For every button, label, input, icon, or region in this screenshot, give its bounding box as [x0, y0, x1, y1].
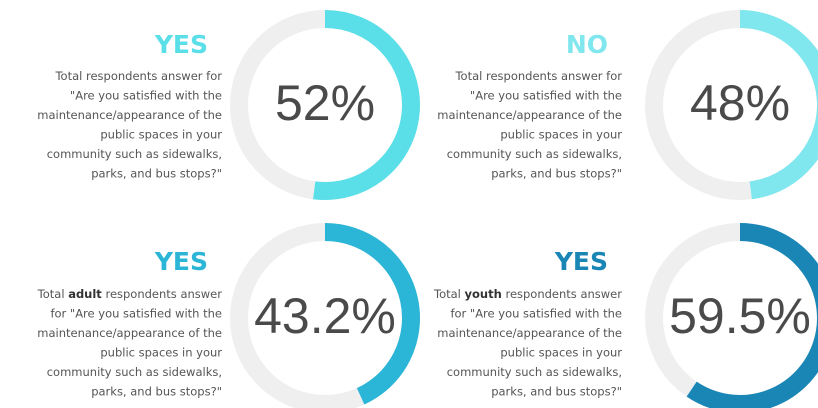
description-text: adult: [68, 287, 102, 301]
donut-panel: YES Total adult respondents answer for "Ar…: [37, 223, 420, 408]
description-line: community such as sidewalks,: [47, 147, 222, 161]
description-text: youth: [465, 287, 502, 301]
donut-panel: YES Total respondents answer for "Are you …: [37, 10, 420, 200]
description-text: Total respondents answer for: [54, 69, 222, 83]
donut-arc: [739, 10, 818, 200]
description-line: Total respondents answer for: [454, 69, 622, 83]
donut-panel: YES Total youth respondents answer for "Ar…: [433, 223, 818, 408]
description-line: Total adult respondents answer: [37, 287, 223, 301]
description-line: community such as sidewalks,: [447, 365, 622, 379]
description-line: parks, and bus stops?": [91, 166, 222, 180]
description-line: maintenance/appearance of the: [437, 108, 622, 122]
panel-title: YES: [154, 247, 208, 276]
description-line: maintenance/appearance of the: [37, 108, 222, 122]
description-text: Total respondents answer for: [454, 69, 622, 83]
description-text: Total: [37, 287, 69, 301]
description-line: for "Are you satisfied with the: [50, 306, 222, 320]
description-line: public spaces in your: [500, 127, 622, 141]
description-text: parks, and bus stops?": [491, 384, 622, 398]
description-line: parks, and bus stops?": [491, 166, 622, 180]
description-line: "Are you satisfied with the: [70, 88, 222, 102]
description-text: maintenance/appearance of the: [37, 326, 222, 340]
value-label: 52%: [275, 75, 375, 131]
description-line: "Are you satisfied with the: [470, 88, 622, 102]
description-text: for "Are you satisfied with the: [50, 306, 222, 320]
description-line: for "Are you satisfied with the: [450, 306, 622, 320]
donut-panel: NO Total respondents answer for "Are you s…: [437, 10, 818, 200]
description-line: parks, and bus stops?": [491, 384, 622, 398]
description-text: community such as sidewalks,: [447, 365, 622, 379]
panel-title: NO: [566, 30, 608, 59]
description-text: community such as sidewalks,: [447, 147, 622, 161]
description-text: public spaces in your: [500, 127, 622, 141]
description-text: public spaces in your: [100, 345, 222, 359]
description-line: public spaces in your: [100, 345, 222, 359]
description-text: parks, and bus stops?": [91, 384, 222, 398]
description-line: parks, and bus stops?": [91, 384, 222, 398]
description-text: parks, and bus stops?": [491, 166, 622, 180]
description-text: maintenance/appearance of the: [437, 108, 622, 122]
donut-arc: [324, 223, 420, 405]
description-line: maintenance/appearance of the: [37, 326, 222, 340]
panel-title: YES: [154, 30, 208, 59]
donut-arc: [686, 223, 818, 408]
description-text: maintenance/appearance of the: [437, 326, 622, 340]
description-text: public spaces in your: [100, 127, 222, 141]
description-text: "Are you satisfied with the: [470, 88, 622, 102]
description-text: for "Are you satisfied with the: [450, 306, 622, 320]
description-line: public spaces in your: [500, 345, 622, 359]
description-text: community such as sidewalks,: [47, 147, 222, 161]
description-text: respondents answer: [102, 287, 222, 301]
description-line: community such as sidewalks,: [47, 365, 222, 379]
value-label: 48%: [690, 75, 790, 131]
description-line: Total youth respondents answer: [433, 287, 622, 301]
value-label: 43.2%: [254, 288, 396, 344]
description-text: maintenance/appearance of the: [37, 108, 222, 122]
description-line: public spaces in your: [100, 127, 222, 141]
panel-title: YES: [554, 247, 608, 276]
description-text: public spaces in your: [500, 345, 622, 359]
description-text: parks, and bus stops?": [91, 166, 222, 180]
description-text: respondents answer: [502, 287, 622, 301]
description-text: Total: [433, 287, 465, 301]
description-line: Total respondents answer for: [54, 69, 222, 83]
value-label: 59.5%: [669, 288, 811, 344]
description-text: "Are you satisfied with the: [70, 88, 222, 102]
description-line: community such as sidewalks,: [447, 147, 622, 161]
description-line: maintenance/appearance of the: [437, 326, 622, 340]
description-text: community such as sidewalks,: [47, 365, 222, 379]
donut-arc: [313, 10, 420, 200]
